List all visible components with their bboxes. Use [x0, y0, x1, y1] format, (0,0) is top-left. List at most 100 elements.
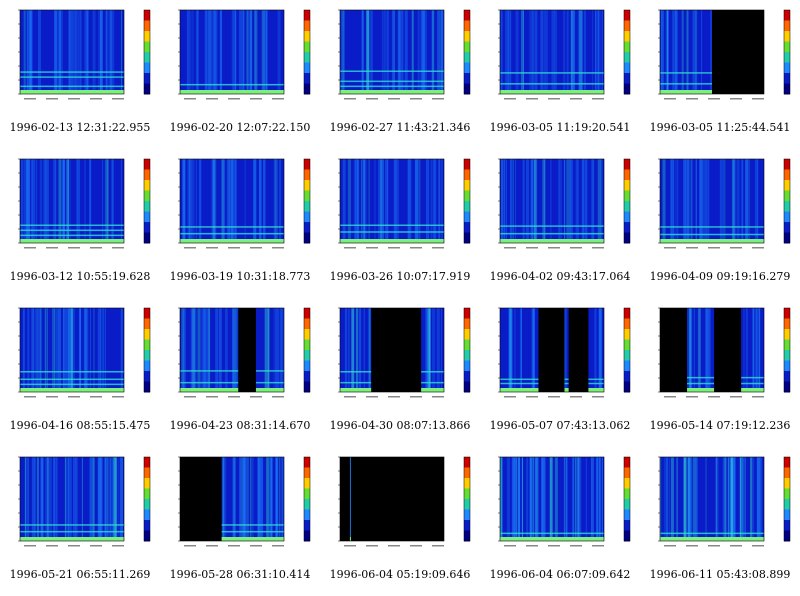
thumbnail-tile[interactable]: 1996-05-28 06:31:10.414 — [160, 447, 320, 596]
spectrogram-streak — [193, 308, 195, 392]
spectrogram-streak — [722, 457, 726, 541]
spectrogram-area — [660, 457, 764, 541]
spectrogram-streak — [701, 10, 703, 94]
spectrogram-streak — [192, 308, 196, 392]
spectrogram-streak — [269, 457, 272, 541]
spectrogram-streak — [733, 457, 736, 541]
colorbar-segment — [464, 350, 470, 361]
thumbnail-caption: 1996-02-27 11:43:21.346 — [329, 121, 471, 134]
spectrogram-streak — [242, 10, 245, 94]
spectrogram-streak — [239, 10, 243, 94]
thumbnail-tile[interactable]: 1996-02-20 12:07:22.150 — [160, 0, 320, 149]
thumbnail-caption: 1996-05-21 06:55:11.269 — [9, 568, 151, 581]
thumbnail-tile[interactable]: 1996-03-26 10:07:17.919 — [320, 149, 480, 298]
emission-line — [340, 80, 444, 83]
spectrogram-streak — [233, 457, 236, 541]
spectrogram-streak — [41, 457, 44, 541]
x-tick-label — [24, 247, 36, 249]
spectrogram-streak — [369, 308, 371, 392]
spectrogram-streak — [756, 457, 760, 541]
thumbnail-tile[interactable]: 1996-02-27 11:43:21.346 — [320, 0, 480, 149]
spectrogram-streak — [40, 457, 43, 541]
spectrogram-thumbnail — [498, 307, 631, 398]
thumbnail-tile[interactable]: 1996-03-05 11:19:20.541 — [480, 0, 640, 149]
spectrogram-streak — [105, 10, 109, 94]
spectrogram-streak — [510, 159, 512, 243]
spectrogram-streak — [431, 10, 434, 94]
thumbnail-tile[interactable]: 1996-06-11 05:43:08.899 — [640, 447, 800, 596]
thumbnail-tile[interactable]: 1996-05-21 06:55:11.269 — [0, 447, 160, 596]
thumbnail-tile[interactable]: 1996-05-07 07:43:13.062 — [480, 298, 640, 447]
spectrogram-streak — [265, 308, 267, 392]
colorbar-segment — [464, 190, 470, 202]
x-tick-label — [752, 545, 764, 547]
spectrogram-streak — [72, 10, 76, 94]
spectrogram-streak — [692, 457, 696, 541]
x-tick-label — [206, 247, 218, 249]
spectrogram-streak — [181, 308, 185, 392]
spectrogram-streak — [60, 10, 62, 94]
spectrogram-streak — [235, 10, 237, 94]
spectrogram-streak — [42, 457, 44, 541]
spectrogram-streak — [676, 457, 678, 541]
spectrogram-streak — [715, 457, 717, 541]
thumbnail-tile[interactable]: 1996-03-05 11:25:44.541 — [640, 0, 800, 149]
spectrogram-streak — [579, 10, 582, 94]
spectrogram-streak — [423, 10, 427, 94]
thumbnail-tile[interactable]: 1996-06-04 06:07:09.642 — [480, 447, 640, 596]
spectrogram-streak — [521, 457, 523, 541]
thumbnail-tile[interactable]: 1996-02-13 12:31:22.955 — [0, 0, 160, 149]
spectrogram-streak — [275, 308, 277, 392]
x-tick-label — [250, 545, 262, 547]
spectrogram-streak — [248, 10, 251, 94]
thumbnail-tile[interactable]: 1996-05-14 07:19:12.236 — [640, 298, 800, 447]
thumbnail-tile[interactable]: 1996-06-04 05:19:09.646 — [320, 447, 480, 596]
spectrogram-streak — [530, 159, 534, 243]
spectrogram-streak — [591, 457, 594, 541]
spectrogram-streak — [584, 10, 587, 94]
colorbar-segment — [304, 190, 310, 202]
emission-line — [20, 71, 124, 73]
spectrogram-streak — [439, 10, 441, 94]
spectrogram-streak — [29, 10, 31, 94]
spectrogram-streak — [745, 308, 748, 392]
spectrogram-streak — [695, 457, 698, 541]
spectrogram-streak — [93, 308, 95, 392]
colorbar-segment — [784, 211, 790, 223]
spectrogram-area — [180, 308, 284, 392]
spectrogram-streak — [542, 457, 546, 541]
spectrogram-streak — [739, 457, 743, 541]
spectrogram-streak — [351, 308, 355, 392]
spectrogram-streak — [695, 10, 697, 94]
spectrogram-streak — [190, 308, 193, 392]
spectrogram-streak — [572, 10, 576, 94]
spectrogram-streak — [355, 308, 358, 392]
colorbar-segment — [784, 457, 790, 468]
thumbnail-tile[interactable]: 1996-04-30 08:07:13.866 — [320, 298, 480, 447]
thumbnail-tile[interactable]: 1996-03-19 10:31:18.773 — [160, 149, 320, 298]
spectrogram-streak — [577, 457, 579, 541]
spectrogram-streak — [571, 159, 573, 243]
spectrogram-streak — [701, 159, 704, 243]
spectrogram-streak — [428, 308, 430, 392]
spectrogram-streak — [417, 159, 420, 243]
spectrogram-streak — [684, 159, 686, 243]
thumbnail-tile[interactable]: 1996-03-12 10:55:19.628 — [0, 149, 160, 298]
spectrogram-streak — [361, 159, 363, 243]
spectrogram-streak — [64, 457, 66, 541]
x-tick-label — [184, 545, 196, 547]
spectrogram-streak — [693, 308, 695, 392]
colorbar-segment — [624, 520, 630, 531]
spectrogram-streak — [752, 308, 755, 392]
spectrogram-streak — [515, 159, 517, 243]
spectrogram-streak — [39, 159, 41, 243]
spectrogram-streak — [28, 159, 30, 243]
spectrogram-streak — [575, 457, 577, 541]
x-tick-label — [592, 247, 604, 249]
thumbnail-tile[interactable]: 1996-04-16 08:55:15.475 — [0, 298, 160, 447]
thumbnail-tile[interactable]: 1996-04-02 09:43:17.064 — [480, 149, 640, 298]
thumbnail-tile[interactable]: 1996-04-09 09:19:16.279 — [640, 149, 800, 298]
thumbnail-tile[interactable]: 1996-04-23 08:31:14.670 — [160, 298, 320, 447]
spectrogram-area — [20, 457, 124, 541]
spectrogram-streak — [26, 159, 30, 243]
